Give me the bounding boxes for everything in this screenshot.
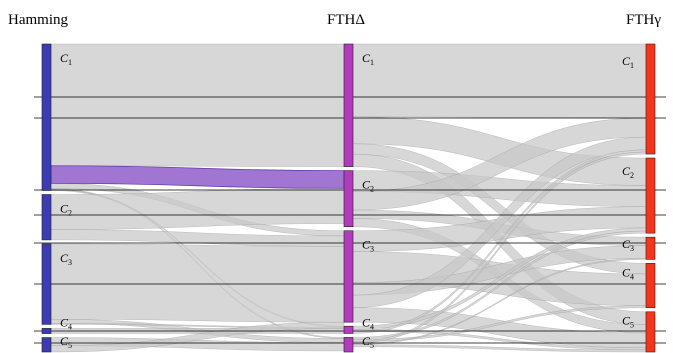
node-fth-delta-c1: [343, 43, 354, 167]
node-fth-gamma-c3: [645, 236, 656, 260]
node-fth-delta-c3: [343, 230, 354, 323]
node-label-fth-delta-c5: C5: [362, 334, 374, 350]
node-hamming-c2: [41, 194, 52, 241]
node-fth-gamma-c5: [645, 311, 656, 353]
node-hamming-c3: [41, 243, 52, 325]
node-fth-delta-c2: [343, 170, 354, 228]
column-title-hamming: Hamming: [8, 12, 68, 28]
flows-layer: [50, 43, 647, 353]
node-hamming-c1: [41, 43, 52, 191]
node-fth-gamma-c2: [645, 157, 656, 234]
node-hamming-c4: [41, 328, 52, 334]
node-fth-gamma-c1: [645, 43, 656, 155]
column-title-fth-delta: FTHΔ: [327, 12, 365, 28]
node-fth-delta-c5: [343, 337, 354, 353]
flow-2-3-c1-to-c1: [352, 43, 647, 119]
flow-1-2-c1-to-c1: [50, 43, 345, 167]
nodes-layer: [41, 43, 656, 353]
node-fth-delta-c4: [343, 325, 354, 334]
flow-1-2-c2-to-c2: [50, 188, 345, 230]
node-fth-gamma-c4: [645, 263, 656, 309]
flow-1-2-c3-to-c3: [50, 243, 345, 323]
node-hamming-c5: [41, 337, 52, 353]
node-label-hamming-c5: C5: [60, 334, 72, 350]
column-title-fth-gamma: FTHγ: [626, 12, 661, 28]
